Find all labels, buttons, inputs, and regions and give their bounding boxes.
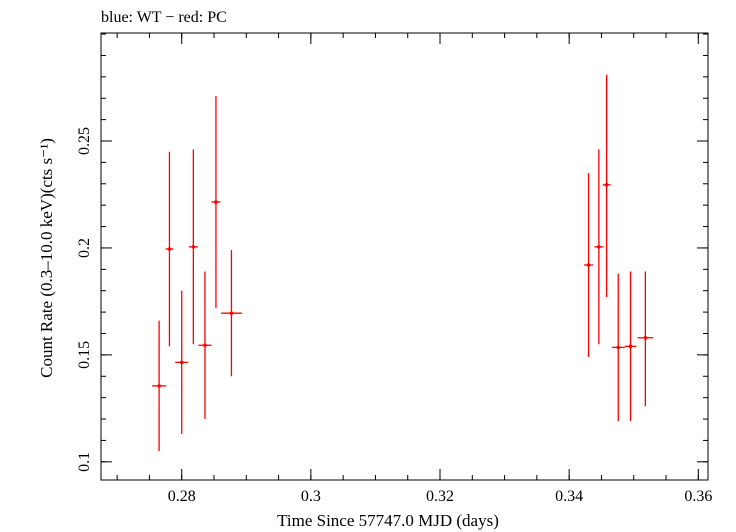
data-marker <box>616 345 621 350</box>
data-marker <box>229 311 234 315</box>
data-marker <box>157 384 161 388</box>
data-point <box>611 273 625 422</box>
data-marker <box>643 335 648 340</box>
data-point <box>175 290 189 435</box>
data-marker <box>628 344 633 349</box>
x-tick-label: 0.28 <box>168 488 196 505</box>
data-marker <box>203 343 207 348</box>
x-tick-label: 0.34 <box>555 488 583 505</box>
data-point <box>165 151 174 347</box>
data-marker <box>167 247 172 251</box>
data-point <box>211 96 221 308</box>
x-tick-label: 0.3 <box>301 488 321 505</box>
x-axis-title: Time Since 57747.0 MJD (days) <box>277 511 499 530</box>
data-point <box>198 271 212 420</box>
data-marker <box>586 263 591 267</box>
data-marker <box>597 245 601 249</box>
data-marker <box>604 183 609 187</box>
y-tick-label: 0.1 <box>76 452 93 472</box>
data-marker <box>179 360 184 365</box>
data-point <box>221 250 242 377</box>
data-point <box>584 173 594 358</box>
data-point <box>188 149 198 345</box>
y-tick-label: 0.15 <box>76 341 93 369</box>
data-point <box>602 74 611 298</box>
y-tick-label: 0.2 <box>76 238 93 258</box>
axis-ticks <box>101 33 708 480</box>
data-marker <box>191 245 196 249</box>
plot-frame <box>100 32 709 481</box>
data-point <box>637 271 654 407</box>
axis-tick-labels: 0.28 0.3 0.32 0.34 0.36 0.1 0.15 0.2 0.25 <box>76 127 712 505</box>
chart-title: blue: WT − red: PC <box>101 9 227 26</box>
y-tick-label: 0.25 <box>76 127 93 155</box>
data-point <box>594 149 604 345</box>
y-axis-title: Count Rate (0.3–10.0 keV)(cts s⁻¹) <box>37 138 56 378</box>
data-point <box>624 271 637 422</box>
data-marker <box>214 200 218 204</box>
x-tick-label: 0.32 <box>426 488 454 505</box>
data-points <box>152 74 654 452</box>
x-tick-label: 0.36 <box>684 488 712 505</box>
data-point <box>152 320 167 452</box>
